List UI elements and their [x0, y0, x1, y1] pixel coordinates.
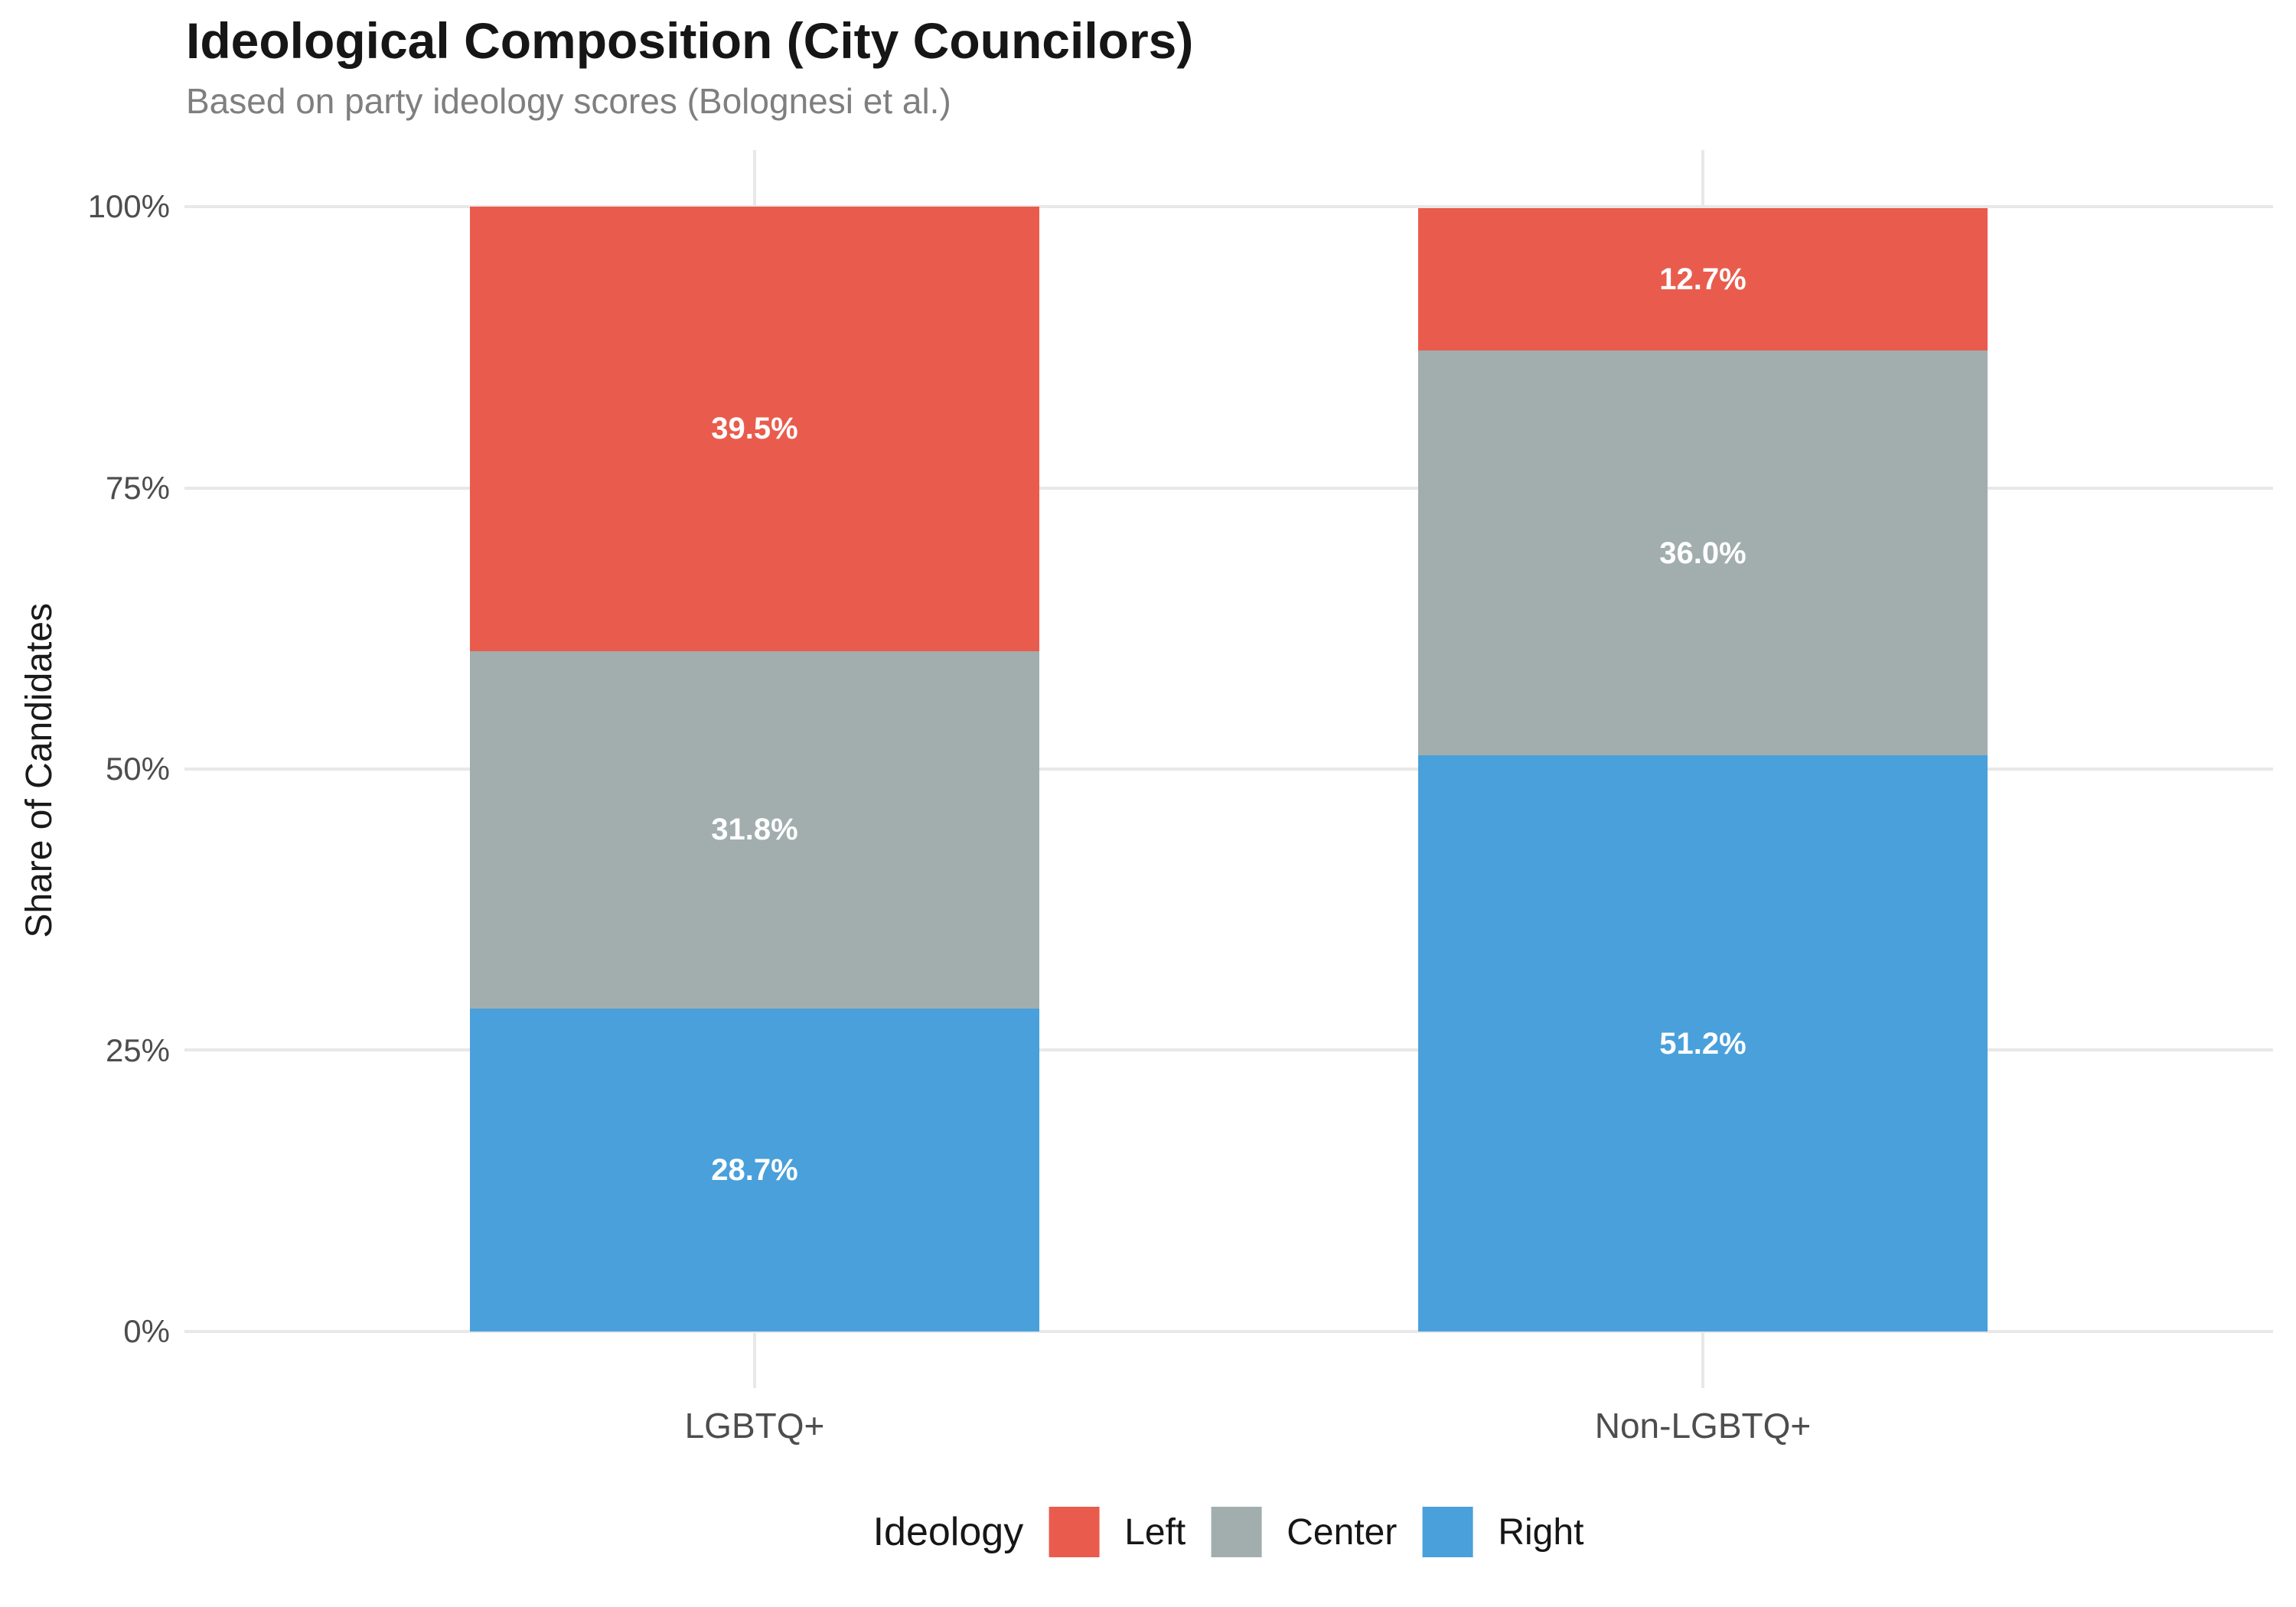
bar-segment-value-label: 31.8%: [711, 813, 798, 847]
legend-item-right: Right: [1422, 1507, 1583, 1557]
bar-segment-value-label: 12.7%: [1659, 262, 1746, 296]
legend-swatch-center-icon: [1211, 1507, 1262, 1557]
y-tick-75: 75%: [105, 470, 170, 506]
x-tick-non-lgbtq: Non-LGBTQ+: [1594, 1406, 1812, 1446]
bar-segment-right-lgbtq: 28.7%: [470, 1009, 1039, 1332]
bar-segment-value-label: 51.2%: [1659, 1026, 1746, 1061]
bar-segment-right-non-lgbtq: 51.2%: [1418, 755, 1988, 1332]
bar-segment-center-lgbtq: 31.8%: [470, 650, 1039, 1009]
x-tick-lgbtq: LGBTQ+: [684, 1406, 825, 1446]
legend-swatch-right-icon: [1422, 1507, 1473, 1557]
gridline-50: [184, 768, 2273, 771]
bar-segment-value-label: 39.5%: [711, 412, 798, 446]
legend-title: Ideology: [872, 1510, 1024, 1554]
chart-title: Ideological Composition (City Councilors…: [186, 12, 1194, 69]
legend-swatch-left-icon: [1049, 1507, 1100, 1557]
gridline-25: [184, 1048, 2273, 1051]
bar-non-lgbtq: 12.7% 36.0% 51.2%: [1418, 207, 1988, 1332]
gridline-100: [184, 205, 2273, 208]
bar-segment-center-non-lgbtq: 36.0%: [1418, 350, 1988, 756]
gridline-75: [184, 487, 2273, 490]
legend-item-center: Center: [1211, 1507, 1397, 1557]
y-tick-25: 25%: [105, 1032, 170, 1068]
legend-label-center: Center: [1287, 1511, 1397, 1553]
y-tick-100: 100%: [87, 188, 170, 224]
legend: Ideology Left Center Right: [872, 1507, 1583, 1557]
bar-segment-left-non-lgbtq: 12.7%: [1418, 207, 1988, 351]
y-tick-0: 0%: [123, 1313, 170, 1349]
bar-lgbtq: 39.5% 31.8% 28.7%: [470, 207, 1039, 1332]
y-tick-50: 50%: [105, 751, 170, 787]
bar-segment-value-label: 28.7%: [711, 1153, 798, 1188]
chart-subtitle: Based on party ideology scores (Bolognes…: [186, 81, 951, 121]
plot-area: 39.5% 31.8% 28.7% 12.7% 36.0% 51.2%: [184, 150, 2273, 1388]
bar-segment-left-lgbtq: 39.5%: [470, 207, 1039, 651]
legend-item-left: Left: [1049, 1507, 1186, 1557]
legend-label-right: Right: [1498, 1511, 1584, 1553]
legend-label-left: Left: [1124, 1511, 1186, 1553]
bar-segment-value-label: 36.0%: [1659, 536, 1746, 570]
gridline-0: [184, 1330, 2273, 1333]
